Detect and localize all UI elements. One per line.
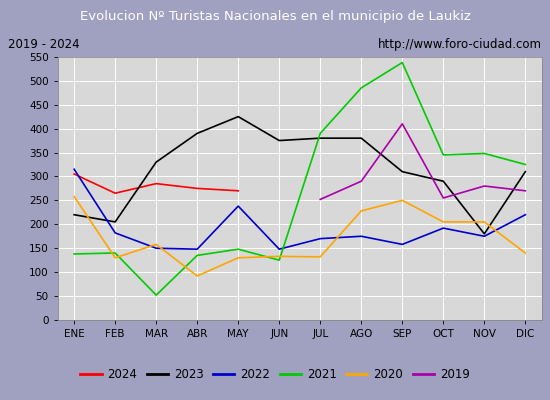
Text: http://www.foro-ciudad.com: http://www.foro-ciudad.com	[378, 38, 542, 51]
Legend: 2024, 2023, 2022, 2021, 2020, 2019: 2024, 2023, 2022, 2021, 2020, 2019	[77, 365, 473, 385]
Text: 2019 - 2024: 2019 - 2024	[8, 38, 80, 51]
Text: Evolucion Nº Turistas Nacionales en el municipio de Laukiz: Evolucion Nº Turistas Nacionales en el m…	[80, 10, 470, 23]
